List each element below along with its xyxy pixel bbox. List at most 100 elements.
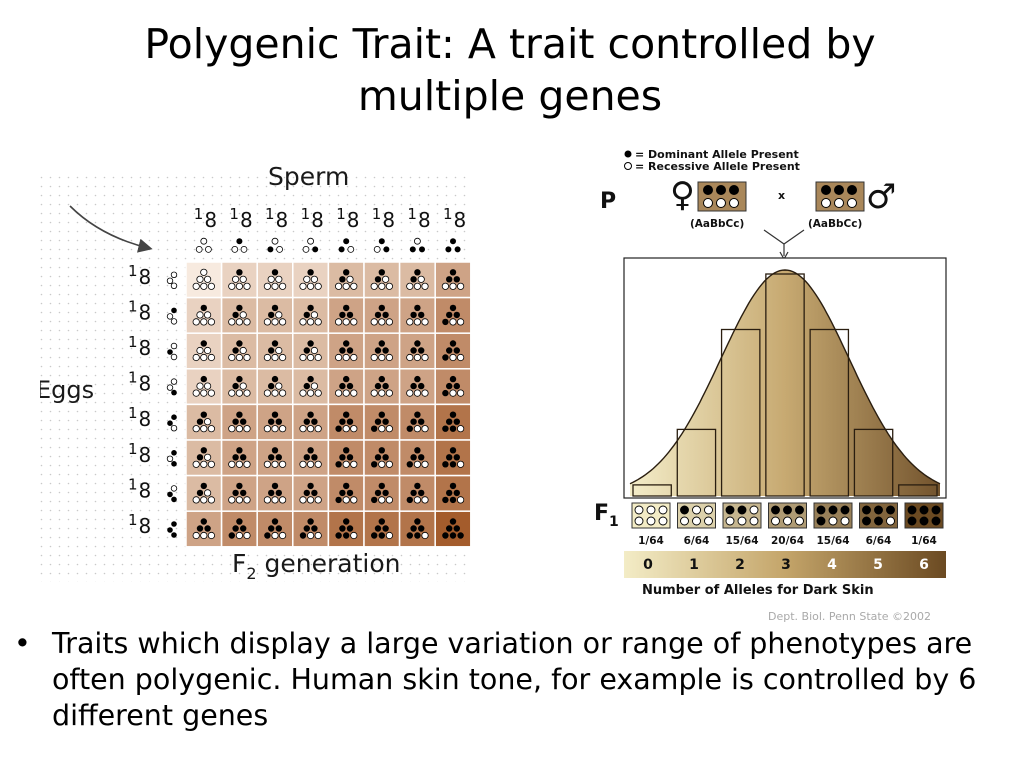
f2-subscript: 2 bbox=[246, 564, 256, 582]
punnett-cell bbox=[327, 403, 365, 441]
genotype-dot bbox=[456, 389, 465, 397]
eggs-label: Eggs bbox=[40, 376, 94, 404]
phenotype-allele-dot bbox=[749, 505, 759, 515]
histogram-bar bbox=[676, 428, 717, 497]
genotype-dot bbox=[413, 389, 421, 397]
genotype-dot bbox=[275, 311, 283, 319]
genotype-dot bbox=[232, 311, 239, 319]
genotype-dot bbox=[310, 275, 318, 283]
genotype-dot bbox=[342, 318, 350, 326]
genotype-dot bbox=[228, 318, 236, 326]
sperm-gamete-dot bbox=[450, 238, 456, 245]
genotype-dot bbox=[207, 496, 215, 504]
genotype-dot bbox=[204, 275, 212, 283]
sperm-fraction: 18 bbox=[229, 205, 252, 232]
genotype-dot bbox=[307, 340, 314, 347]
genotype-dot bbox=[204, 382, 212, 390]
genotype-dot bbox=[449, 532, 457, 539]
genotype-dot bbox=[275, 382, 283, 390]
female-genotype-label: (AaBbCc) bbox=[690, 218, 744, 230]
genotype-dot bbox=[200, 460, 208, 468]
punnett-cell bbox=[185, 296, 223, 334]
genotype-dot bbox=[449, 447, 457, 454]
curved-arrow bbox=[69, 205, 153, 253]
genotype-dot bbox=[442, 532, 449, 539]
fraction-numerator: 1 bbox=[443, 205, 453, 223]
genotype-dot bbox=[334, 282, 343, 290]
fraction-denominator: 8 bbox=[139, 407, 152, 431]
genotype-allele-dot bbox=[834, 185, 844, 195]
phenotype-allele-dot bbox=[795, 505, 804, 515]
genotype-dot bbox=[374, 525, 382, 532]
genotype-dot bbox=[271, 531, 279, 540]
genotype-dot bbox=[453, 382, 460, 390]
genotype-dot bbox=[421, 531, 429, 540]
genotype-dot bbox=[263, 389, 271, 397]
genotype-dot bbox=[200, 304, 207, 312]
genotype-dot bbox=[406, 389, 414, 397]
genotype-dot bbox=[271, 304, 279, 312]
genotype-dot bbox=[275, 454, 282, 461]
fraction-numerator: 1 bbox=[372, 205, 382, 223]
phenotype-allele-dot bbox=[725, 516, 735, 526]
genotype-dot bbox=[232, 347, 239, 354]
egg-gamete-dot bbox=[166, 313, 174, 320]
genotype-allele-dot bbox=[703, 185, 713, 195]
fraction-numerator: 1 bbox=[229, 205, 239, 223]
genotype-dot bbox=[342, 460, 350, 468]
genotype-dot bbox=[410, 311, 417, 319]
genotype-dot bbox=[374, 418, 382, 425]
genotype-dot bbox=[235, 460, 243, 468]
phenotype-allele-dot bbox=[692, 505, 701, 515]
genotype-dot bbox=[200, 353, 208, 362]
phenotype-allele-dot bbox=[862, 516, 871, 526]
genotype-dot bbox=[457, 532, 464, 539]
genotype-dot bbox=[204, 418, 212, 426]
genotype-dot bbox=[228, 532, 235, 539]
punnett-cell bbox=[398, 439, 436, 477]
sperm-fraction: 18 bbox=[336, 205, 359, 232]
genotype-dot bbox=[414, 447, 421, 454]
punnett-cell bbox=[398, 510, 436, 548]
genotype-dot bbox=[449, 282, 457, 290]
phenotype-allele-dot bbox=[919, 516, 929, 526]
genotype-dot bbox=[299, 389, 307, 397]
genotype-dot bbox=[207, 389, 215, 397]
phenotype-allele-dot bbox=[828, 516, 838, 526]
genotype-dot bbox=[378, 518, 385, 525]
genotype-dot bbox=[371, 532, 378, 539]
genotype-dot bbox=[350, 389, 358, 397]
fraction-numerator: 1 bbox=[128, 333, 138, 351]
genotype-dot bbox=[306, 531, 315, 540]
fraction-denominator: 8 bbox=[139, 300, 152, 324]
genotype-dot bbox=[307, 375, 314, 383]
phenotype-allele-dot bbox=[680, 505, 689, 515]
genotype-dot bbox=[268, 311, 275, 319]
genotype-dot bbox=[339, 276, 346, 283]
f2-letter: F bbox=[232, 549, 246, 578]
genotype-dot bbox=[240, 418, 247, 425]
genotype-dot bbox=[268, 347, 275, 354]
genotype-dot bbox=[232, 418, 239, 425]
phenotype-allele-dot bbox=[783, 505, 792, 515]
phenotype-allele-dot bbox=[919, 505, 929, 515]
genotype-dot bbox=[378, 411, 385, 418]
genotype-dot bbox=[346, 347, 354, 354]
genotype-dot bbox=[263, 353, 271, 362]
fraction-denominator: 8 bbox=[276, 208, 289, 232]
genotype-dot bbox=[343, 482, 350, 490]
generation-word: generation bbox=[257, 549, 401, 578]
genotype-dot bbox=[275, 525, 282, 532]
egg-gamete-dot bbox=[171, 496, 177, 503]
genotype-dot bbox=[442, 318, 449, 326]
genotype-dot bbox=[236, 304, 243, 312]
genotype-dot bbox=[311, 489, 318, 497]
genotype-dot bbox=[243, 460, 251, 468]
genotype-dot bbox=[263, 425, 271, 433]
fraction-denominator: 8 bbox=[382, 208, 395, 232]
genotype-dot bbox=[339, 525, 346, 532]
chart-plot-area bbox=[629, 269, 941, 497]
fraction-numerator: 1 bbox=[336, 205, 346, 223]
genotype-dot bbox=[385, 318, 393, 326]
punnett-cell bbox=[292, 403, 330, 441]
